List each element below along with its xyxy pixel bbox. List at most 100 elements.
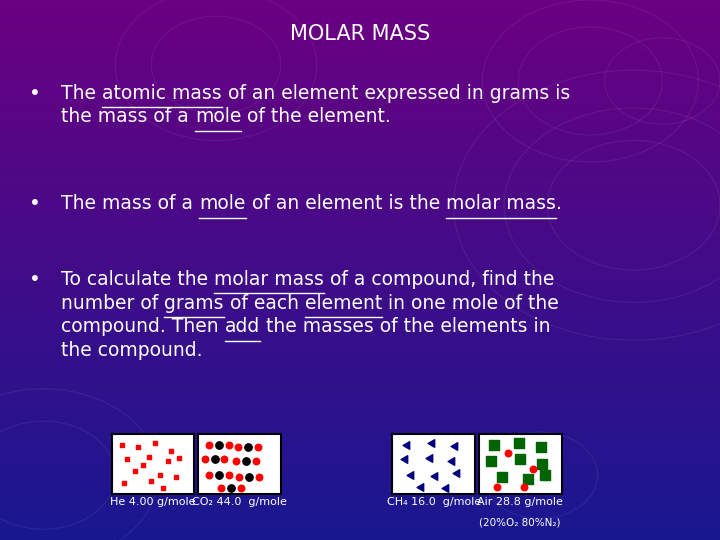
Text: in one mole of the: in one mole of the [382, 294, 559, 313]
Bar [0, 174, 720, 177]
Point [527, 464, 539, 473]
Bar [0, 236, 720, 238]
Text: mole: mole [195, 107, 241, 126]
Bar [0, 104, 720, 106]
Bar [0, 281, 720, 282]
Bar [0, 501, 720, 502]
Bar [0, 414, 720, 416]
Bar [0, 162, 720, 164]
Bar [0, 18, 720, 20]
Point [213, 470, 225, 479]
Bar [0, 382, 720, 383]
Point [138, 461, 149, 469]
Point [502, 449, 513, 457]
Bar [0, 92, 720, 93]
Bar [0, 50, 720, 52]
Bar [0, 329, 720, 331]
Bar [0, 90, 720, 92]
Point [430, 471, 441, 480]
Point [426, 438, 438, 447]
Bar [0, 117, 720, 119]
Bar [0, 290, 720, 292]
Bar [0, 455, 720, 457]
Bar [0, 315, 720, 317]
Text: To calculate the: To calculate the [61, 270, 215, 289]
Point [402, 440, 413, 449]
Bar [0, 502, 720, 504]
Bar [0, 99, 720, 101]
Bar [0, 113, 720, 115]
Bar [0, 482, 720, 484]
Bar [0, 58, 720, 59]
Bar [0, 38, 720, 39]
Bar [0, 493, 720, 495]
Bar [0, 270, 720, 272]
Bar [0, 65, 720, 66]
Bar [0, 191, 720, 193]
Bar [0, 97, 720, 99]
Bar [0, 498, 720, 501]
Point [535, 443, 546, 451]
Bar [0, 297, 720, 299]
Bar [0, 474, 720, 475]
Text: of the element.: of the element. [241, 107, 391, 126]
Bar [0, 427, 720, 428]
Bar [0, 158, 720, 160]
Bar [0, 5, 720, 7]
Bar [0, 205, 720, 207]
Bar [0, 157, 720, 158]
Bar [0, 349, 720, 351]
Bar [0, 463, 720, 464]
Bar [0, 115, 720, 117]
Bar [0, 275, 720, 277]
Text: the mass of a: the mass of a [61, 107, 195, 126]
Bar [0, 234, 720, 236]
Point [118, 479, 130, 488]
Bar [0, 535, 720, 536]
Bar [0, 23, 720, 25]
Bar [0, 513, 720, 515]
Bar [0, 83, 720, 85]
Bar [0, 209, 720, 211]
Bar [0, 252, 720, 254]
Bar [0, 45, 720, 47]
Bar [0, 346, 720, 347]
Point [518, 482, 530, 491]
Bar [0, 434, 720, 436]
Bar [0, 525, 720, 528]
Bar [0, 39, 720, 42]
Bar [0, 360, 720, 362]
Text: element: element [305, 294, 382, 313]
Bar [0, 212, 720, 214]
Text: CO₂ 44.0  g/mole: CO₂ 44.0 g/mole [192, 497, 287, 507]
Point [539, 470, 551, 479]
Bar [0, 459, 720, 461]
Bar [0, 139, 720, 140]
Bar [0, 96, 720, 97]
Bar [0, 367, 720, 369]
Bar [0, 61, 720, 63]
Bar [0, 108, 720, 110]
Point [242, 443, 253, 451]
Bar [0, 328, 720, 329]
Point [121, 455, 132, 463]
Bar [0, 488, 720, 490]
Bar [0, 221, 720, 223]
Bar [0, 173, 720, 174]
Bar [0, 393, 720, 394]
Point [219, 455, 230, 463]
Bar [0, 490, 720, 491]
Bar [0, 16, 720, 18]
Bar [0, 160, 720, 162]
Bar [0, 70, 720, 72]
Point [243, 472, 255, 481]
Bar [0, 22, 720, 23]
Point [203, 470, 215, 479]
Point [491, 482, 503, 491]
Text: The mass of a: The mass of a [61, 194, 199, 213]
Bar [0, 279, 720, 281]
Bar [0, 371, 720, 373]
Point [536, 460, 547, 468]
Bar [0, 416, 720, 417]
Bar [0, 72, 720, 74]
